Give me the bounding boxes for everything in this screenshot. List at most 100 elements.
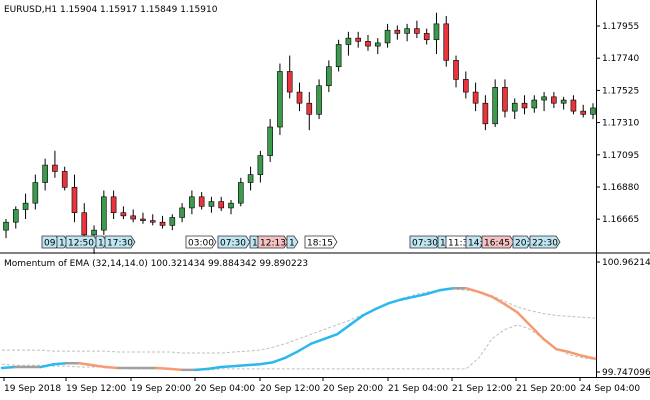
candle-body (179, 207, 185, 218)
time-axis: 19 Sep 2018 19 Sep 12:00 19 Sep 20:00 20 Se… (3, 377, 640, 394)
session-box-shape (257, 235, 289, 249)
candle (384, 23, 391, 48)
candle (149, 214, 156, 226)
candle (482, 95, 489, 131)
candle (140, 212, 146, 224)
candle (306, 92, 313, 131)
session-box[interactable]: 1 (286, 235, 299, 249)
symbol-header: EURUSD,H1 1.15904 1.15917 1.15849 1.1591… (4, 5, 218, 15)
candle (443, 15, 450, 67)
candle (61, 166, 68, 191)
momentum-segment (439, 286, 455, 292)
candle (101, 190, 107, 235)
momentum-segment (580, 354, 597, 360)
candle (365, 34, 371, 51)
price-pane[interactable] (0, 0, 596, 252)
candle-body (286, 71, 293, 93)
candle-body (149, 220, 156, 223)
candle (394, 25, 401, 40)
candle-body (277, 71, 283, 128)
candle-body (580, 110, 587, 115)
session-box-label: 22:30 (532, 239, 558, 249)
session-box[interactable]: 17:30 (104, 235, 136, 249)
momentum-segment (78, 362, 94, 367)
session-box-label: 1 (289, 239, 295, 249)
price-tick-label: 1.16665 (602, 215, 639, 225)
price-tick-label: 1.17310 (602, 119, 639, 129)
candle-body (140, 218, 146, 221)
price-axis: 1.17955 1.17740 1.17525 1.17310 1.17095 1.168… (596, 22, 639, 225)
time-tick-label: 21 Sep 04:00 (388, 384, 448, 394)
momentum-segment (310, 337, 326, 345)
candle-body (42, 164, 48, 183)
candle (511, 98, 518, 120)
candle (423, 28, 430, 45)
candle-body (414, 28, 420, 34)
candle (3, 219, 9, 239)
session-box[interactable]: 12:50 (65, 235, 99, 249)
session-box[interactable]: 18:15 (304, 235, 338, 249)
session-box-label: 1 (59, 239, 65, 249)
candle (110, 190, 117, 220)
session-box-label: 09: (44, 239, 58, 249)
lower-band-line (1, 324, 596, 371)
session-box-shape (104, 235, 136, 249)
candle-body (463, 79, 469, 93)
session-box[interactable]: 14: (465, 235, 485, 249)
candle (590, 103, 596, 120)
candle (52, 150, 58, 178)
momentum-segment (464, 286, 481, 294)
time-tick-label: 19 Sep 2018 (4, 384, 61, 394)
momentum-segment (297, 342, 313, 353)
time-tick-label: 19 Sep 20:00 (131, 384, 191, 394)
candle (414, 20, 420, 39)
momentum-segment (335, 323, 352, 336)
session-box[interactable]: 20: (512, 235, 532, 249)
candle-body (71, 186, 78, 213)
candle-body (169, 217, 176, 226)
momentum-segment (529, 324, 545, 341)
session-box-shape (304, 235, 338, 249)
candle (228, 199, 234, 215)
session-box-shape (217, 235, 251, 249)
candle-body (61, 171, 68, 188)
candle-body (296, 91, 303, 104)
candle (570, 95, 577, 115)
candle (551, 92, 557, 108)
candle-body (267, 126, 273, 156)
candle (326, 60, 332, 93)
candle (355, 31, 362, 48)
session-box-label: 12:50 (68, 239, 94, 249)
momentum-segment (503, 302, 519, 314)
candle (159, 215, 166, 229)
candle (81, 203, 88, 242)
candle (453, 55, 459, 88)
session-box[interactable]: 22:30 (529, 235, 561, 249)
session-box[interactable]: 07:30 (217, 235, 251, 249)
candle-body (423, 33, 430, 41)
candle (560, 96, 567, 110)
candle-body (91, 229, 97, 236)
momentum-segment (155, 366, 171, 371)
session-box[interactable]: 16:45 (481, 235, 515, 249)
session-box-label: 17:30 (107, 239, 133, 249)
candle-body (208, 201, 215, 207)
indicator-pane[interactable] (0, 255, 596, 375)
candle-body (247, 174, 254, 183)
session-box[interactable]: 12:13 (257, 235, 289, 249)
candle-body (365, 41, 371, 47)
time-tick-label: 20 Sep 12:00 (260, 384, 320, 394)
session-box[interactable]: 03:00 (185, 235, 217, 249)
candle-body (81, 212, 88, 236)
candle-body (384, 29, 391, 44)
session-box[interactable]: 07:30 (409, 235, 441, 249)
price-tick-label: 1.17955 (602, 22, 639, 32)
candle (198, 192, 205, 210)
candle-body (502, 87, 508, 112)
session-box-label: 20: (515, 239, 529, 249)
momentum-segment (413, 292, 429, 298)
candle-body (22, 202, 29, 210)
session-box-label: 1 (252, 239, 258, 249)
momentum-segment (542, 337, 558, 351)
indicator-axis: 100.962146 99.747096 (596, 258, 650, 378)
